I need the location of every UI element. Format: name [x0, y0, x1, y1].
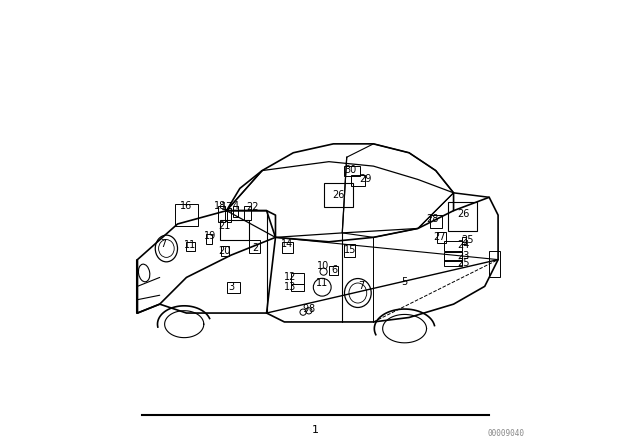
Bar	[344, 244, 355, 258]
Bar	[344, 166, 360, 176]
Text: 14: 14	[280, 239, 292, 249]
Text: 21: 21	[218, 221, 230, 231]
Bar	[233, 206, 237, 217]
Text: 10: 10	[317, 261, 330, 271]
Bar	[249, 240, 260, 253]
Text: 26: 26	[457, 209, 470, 219]
Text: 8: 8	[308, 304, 314, 314]
Text: 25: 25	[461, 235, 474, 245]
Text: 27: 27	[433, 233, 445, 242]
Bar	[221, 246, 229, 256]
Text: 12: 12	[284, 272, 296, 282]
Text: 16: 16	[180, 201, 193, 211]
Bar	[282, 242, 293, 253]
Bar	[329, 266, 338, 275]
Text: 19: 19	[204, 231, 216, 241]
Bar	[461, 237, 466, 244]
Text: 3: 3	[228, 282, 234, 292]
Bar	[227, 282, 240, 293]
Bar	[444, 241, 461, 251]
Text: 4: 4	[232, 201, 239, 211]
Text: 25: 25	[457, 258, 470, 268]
Bar	[186, 242, 195, 251]
Bar	[207, 234, 212, 244]
Bar	[351, 175, 365, 186]
Text: 1: 1	[312, 425, 319, 435]
Bar	[218, 206, 225, 222]
Text: 00009040: 00009040	[488, 429, 525, 438]
Text: 29: 29	[359, 174, 372, 185]
Bar	[437, 232, 446, 243]
Text: 9: 9	[303, 305, 309, 314]
Text: 7: 7	[358, 281, 365, 291]
Text: 11: 11	[316, 278, 328, 288]
Text: 7: 7	[160, 239, 166, 249]
Text: 26: 26	[333, 190, 345, 200]
Text: 18: 18	[214, 201, 226, 211]
Text: 13: 13	[284, 282, 296, 292]
Text: 6: 6	[332, 265, 338, 276]
Bar	[291, 273, 305, 284]
Bar	[227, 208, 231, 222]
Text: 11: 11	[184, 240, 196, 250]
Text: 22: 22	[246, 202, 259, 212]
Text: 15: 15	[344, 245, 356, 255]
Bar	[444, 260, 461, 266]
Text: 20: 20	[218, 246, 230, 256]
Text: 23: 23	[457, 251, 470, 261]
Text: 28: 28	[426, 214, 438, 224]
Text: 5: 5	[401, 277, 408, 287]
Bar	[489, 251, 500, 277]
Bar	[244, 206, 251, 220]
Bar	[431, 215, 442, 228]
Text: 2: 2	[252, 243, 259, 254]
Text: 30: 30	[344, 165, 356, 175]
Text: 24: 24	[457, 240, 470, 250]
Bar	[444, 252, 461, 260]
Bar	[291, 284, 305, 291]
Text: 17: 17	[221, 202, 234, 212]
